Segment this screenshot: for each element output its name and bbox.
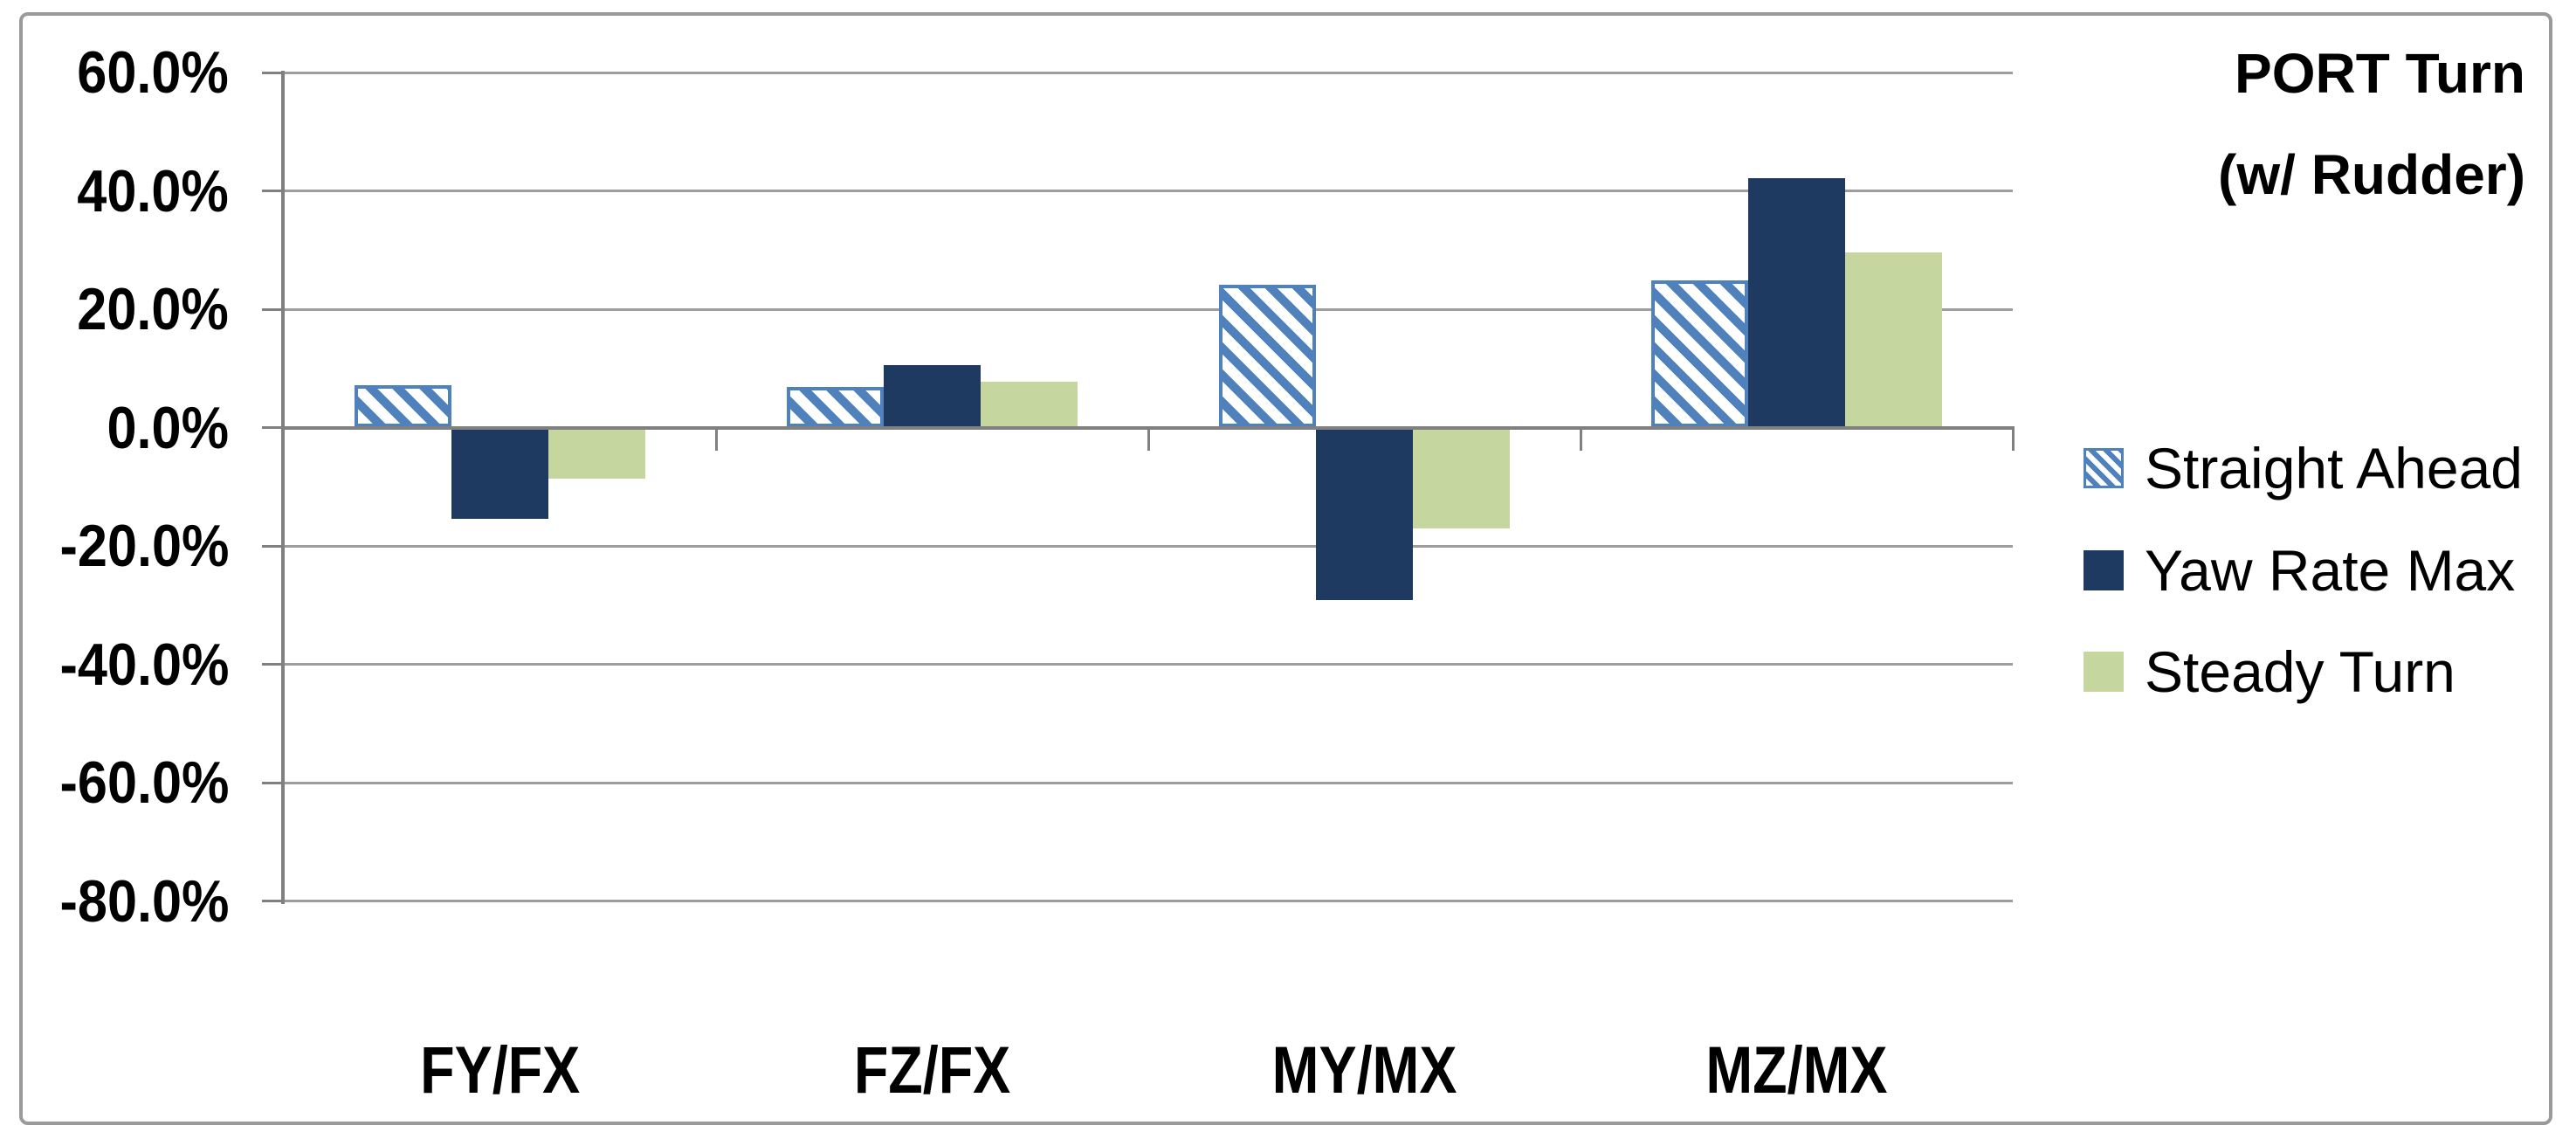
- y-axis-tick: [262, 426, 284, 429]
- bar-straight-ahead-fy-fx: [355, 384, 451, 428]
- x-axis-label-mz-mx: MZ/MX: [1622, 1038, 1972, 1104]
- bar-yaw-rate-max-fy-fx: [451, 427, 548, 519]
- chart-title: PORT Turn (w/ Rudder): [2218, 45, 2525, 203]
- bar-steady-turn-fy-fx: [548, 427, 645, 479]
- x-axis-label-text: FZ/FX: [853, 1033, 1011, 1108]
- gridline: [284, 544, 2013, 548]
- y-axis-tick: [262, 544, 284, 548]
- bar-yaw-rate-max-fz-fx: [884, 364, 981, 428]
- y-axis-tick: [262, 781, 284, 784]
- bar-steady-turn-my-mx: [1413, 427, 1510, 529]
- y-axis-tick-label: -40.0%: [0, 633, 229, 696]
- x-axis-tick: [1147, 427, 1150, 451]
- legend-label-straight-ahead: Straight Ahead: [2145, 436, 2523, 500]
- legend-item-straight-ahead: Straight Ahead: [2084, 439, 2523, 497]
- bar-straight-ahead-fz-fx: [787, 386, 884, 428]
- y-axis-tick: [262, 190, 284, 192]
- y-axis-tick-label-text: 60.0%: [77, 39, 229, 106]
- y-axis-tick: [262, 307, 284, 311]
- y-axis-tick: [262, 900, 284, 902]
- x-axis-tick: [714, 427, 718, 451]
- y-axis-tick-label-text: -60.0%: [59, 749, 229, 816]
- y-axis-tick-label-text: 20.0%: [77, 276, 229, 342]
- gridline: [284, 663, 2013, 666]
- y-axis-tick-label: 40.0%: [0, 160, 229, 223]
- y-axis-tick-label-text: 0.0%: [107, 394, 230, 461]
- bar-yaw-rate-max-mz-mx: [1748, 177, 1845, 428]
- bar-yaw-rate-max-my-mx: [1316, 427, 1413, 601]
- y-axis-tick-label-text: -80.0%: [59, 867, 229, 935]
- bar-steady-turn-mz-mx: [1845, 252, 1942, 428]
- legend-item-yaw-rate-max: Yaw Rate Max: [2084, 542, 2515, 599]
- chart-title-line1: PORT Turn: [2235, 42, 2525, 105]
- y-axis-tick-label: 60.0%: [0, 41, 229, 104]
- y-axis-tick-label-text: -40.0%: [59, 631, 229, 698]
- legend-swatch-straight-ahead: [2084, 448, 2124, 488]
- y-axis-tick-label: 20.0%: [0, 278, 229, 341]
- gridline: [284, 781, 2013, 784]
- y-axis-tick-label: -20.0%: [0, 514, 229, 577]
- chart-title-line2: (w/ Rudder): [2218, 143, 2525, 206]
- x-axis-label-fz-fx: FZ/FX: [758, 1038, 1107, 1104]
- y-axis-tick-label: -80.0%: [0, 870, 229, 933]
- y-axis-line: [281, 71, 285, 904]
- x-axis-tick: [1579, 427, 1582, 451]
- y-axis-tick: [262, 71, 284, 74]
- legend-swatch-steady-turn: [2084, 652, 2124, 692]
- legend-label-yaw-rate-max: Yaw Rate Max: [2145, 538, 2516, 603]
- legend-item-steady-turn: Steady Turn: [2084, 643, 2455, 701]
- gridline: [284, 71, 2013, 74]
- x-axis-label-fy-fx: FY/FX: [326, 1038, 675, 1104]
- gridline: [284, 307, 2013, 311]
- y-axis-tick-label-text: 40.0%: [77, 157, 229, 224]
- x-axis-label-text: MY/MX: [1271, 1033, 1457, 1108]
- bar-straight-ahead-mz-mx: [1651, 280, 1748, 428]
- x-axis-label-text: FY/FX: [419, 1033, 581, 1108]
- x-axis-label-text: MZ/MX: [1705, 1033, 1888, 1108]
- bar-steady-turn-fz-fx: [981, 382, 1078, 428]
- legend-label-steady-turn: Steady Turn: [2145, 639, 2455, 704]
- y-axis-tick: [262, 663, 284, 666]
- gridline: [284, 900, 2013, 902]
- y-axis-tick-label-text: -20.0%: [59, 513, 229, 579]
- x-axis-label-my-mx: MY/MX: [1190, 1038, 1539, 1104]
- legend-swatch-yaw-rate-max: [2084, 550, 2124, 590]
- y-axis-tick-label: 0.0%: [0, 394, 230, 461]
- gridline: [284, 190, 2013, 192]
- chart-frame: [19, 12, 2552, 1125]
- x-axis-tick: [2011, 427, 2015, 451]
- bar-straight-ahead-my-mx: [1219, 284, 1316, 428]
- y-axis-tick-label: -60.0%: [0, 751, 229, 814]
